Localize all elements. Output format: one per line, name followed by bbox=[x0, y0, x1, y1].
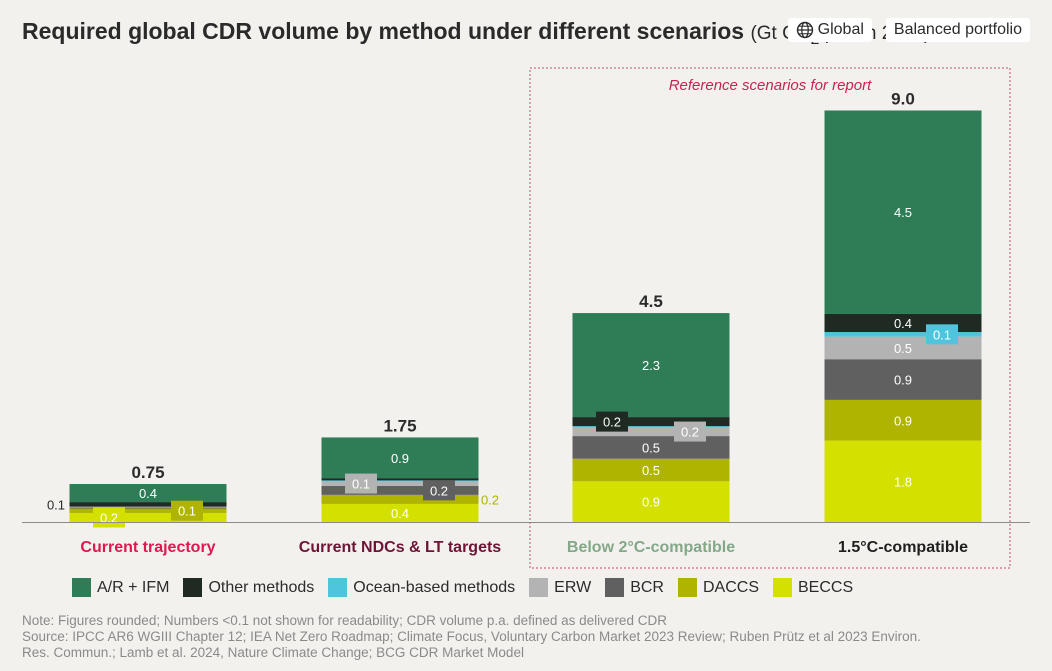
legend-item-a-r-ifm: A/R + IFM bbox=[72, 578, 169, 597]
bar-segment-a-r-ifm bbox=[69, 484, 227, 503]
category-label: Below 2°C-compatible bbox=[567, 539, 735, 556]
bar-segment-bcr bbox=[824, 359, 982, 400]
bar-segment-a-r-ifm bbox=[824, 110, 982, 314]
bar-segment-daccs bbox=[824, 399, 982, 441]
bar-segment-bcr bbox=[572, 436, 730, 459]
bar-segment-other-methods bbox=[69, 502, 227, 507]
legend-swatch bbox=[773, 578, 792, 597]
bar-total-label: 1.75 bbox=[383, 416, 416, 435]
segment-value-label: 0.1 bbox=[933, 327, 951, 342]
legend-swatch bbox=[605, 578, 625, 597]
segment-value-label: 0.9 bbox=[391, 451, 409, 466]
bar-segment-a-r-ifm bbox=[321, 437, 479, 479]
chart-legend: A/R + IFM Other methods Ocean-based method… bbox=[72, 578, 853, 597]
title-main: Required global CDR volume by method und… bbox=[22, 18, 745, 44]
legend-item-beccs: BECCS bbox=[773, 578, 853, 597]
segment-value-label: 0.5 bbox=[894, 341, 912, 356]
legend-label: A/R + IFM bbox=[97, 578, 170, 596]
scenario-toggles: Global Balanced portfolio bbox=[787, 18, 1030, 42]
legend-label: BCR bbox=[630, 578, 664, 596]
segment-value-callout: 0.2 bbox=[481, 492, 499, 507]
bar-segment-daccs bbox=[69, 508, 227, 513]
legend-swatch bbox=[677, 578, 697, 597]
bar-segment-ocean-based-methods bbox=[572, 426, 730, 428]
segment-value-label: 0.4 bbox=[894, 316, 912, 331]
segment-value-label: 0.9 bbox=[642, 495, 660, 510]
legend-swatch bbox=[183, 578, 203, 597]
legend-swatch bbox=[529, 578, 549, 597]
legend-item-ocean-based-methods: Ocean-based methods bbox=[328, 578, 515, 597]
segment-value-badge bbox=[926, 324, 958, 345]
segment-value-label: 0.2 bbox=[430, 483, 448, 498]
source-line-cont: Res. Commun.; Lamb et al. 2024, Nature C… bbox=[22, 645, 524, 660]
bar-segment-erw bbox=[321, 481, 479, 486]
segment-value-callout: 0.1 bbox=[47, 497, 65, 512]
bar-segment-beccs bbox=[572, 481, 730, 522]
bar-segment-beccs bbox=[824, 440, 982, 522]
legend-item-daccs: DACCS bbox=[677, 578, 759, 597]
bar-total-label: 0.75 bbox=[131, 463, 164, 482]
category-label: Current trajectory bbox=[80, 539, 215, 556]
portfolio-toggle[interactable]: Balanced portfolio bbox=[885, 18, 1030, 42]
segment-value-label: 0.5 bbox=[642, 463, 660, 478]
region-toggle[interactable]: Global bbox=[787, 18, 872, 42]
bar-segment-daccs bbox=[321, 494, 479, 504]
bar-segment-erw bbox=[572, 427, 730, 437]
legend-label: BECCS bbox=[798, 578, 854, 596]
segment-value-label: 0.2 bbox=[100, 510, 118, 525]
segment-value-label: 0.2 bbox=[603, 415, 621, 430]
segment-value-label: 0.1 bbox=[352, 477, 370, 492]
bar-segment-bcr bbox=[321, 485, 479, 495]
legend-item-bcr: BCR bbox=[605, 578, 664, 597]
reference-scenarios-label: Reference scenarios for report bbox=[669, 77, 872, 94]
legend-swatch bbox=[328, 578, 348, 597]
bar-segment-other-methods bbox=[572, 417, 730, 427]
reference-scenarios-box bbox=[529, 67, 1011, 569]
bar-segment-beccs bbox=[321, 503, 479, 522]
category-label: Current NDCs & LT targets bbox=[299, 539, 501, 556]
bar-segment-ocean-based-methods bbox=[824, 332, 982, 337]
bar-segment-ocean-based-methods bbox=[321, 480, 479, 482]
footnotes: Note: Figures rounded; Numbers <0.1 not … bbox=[22, 613, 1032, 661]
segment-value-label: 0.2 bbox=[681, 425, 699, 440]
legend-label: DACCS bbox=[702, 578, 759, 596]
bar-total-label: 9.0 bbox=[891, 89, 915, 108]
portfolio-label: Balanced portfolio bbox=[893, 21, 1022, 38]
segment-value-label: 1.8 bbox=[894, 474, 912, 489]
segment-value-label: 0.9 bbox=[894, 413, 912, 428]
legend-label: ERW bbox=[554, 578, 592, 596]
legend-swatch bbox=[72, 578, 91, 597]
segment-value-label: 0.4 bbox=[139, 486, 157, 501]
bar-segment-daccs bbox=[572, 458, 730, 482]
segment-value-label: 0.9 bbox=[894, 373, 912, 388]
bar-total-label: 4.5 bbox=[639, 292, 663, 311]
legend-label: Ocean-based methods bbox=[353, 578, 516, 596]
segment-value-badge bbox=[596, 411, 628, 432]
segment-value-badge bbox=[423, 480, 455, 501]
legend-label: Other methods bbox=[208, 578, 315, 596]
legend-item-erw: ERW bbox=[529, 578, 591, 597]
segment-value-badge bbox=[674, 421, 706, 442]
globe-icon bbox=[796, 21, 813, 39]
segment-value-label: 4.5 bbox=[894, 205, 912, 220]
region-label: Global bbox=[817, 21, 864, 38]
bar-segment-beccs bbox=[69, 512, 227, 522]
category-label: 1.5°C-compatible bbox=[838, 539, 968, 556]
segment-value-label: 0.4 bbox=[391, 506, 409, 521]
note-line: Note: Figures rounded; Numbers <0.1 not … bbox=[22, 613, 667, 628]
bar-segment-other-methods bbox=[321, 478, 479, 481]
bar-segment-a-r-ifm bbox=[572, 313, 730, 418]
segment-value-badge bbox=[171, 500, 203, 521]
bar-segment-bcr bbox=[69, 507, 227, 509]
segment-value-label: 0.1 bbox=[178, 504, 196, 519]
segment-value-label: 0.5 bbox=[642, 440, 660, 455]
segment-value-label: 2.3 bbox=[642, 358, 660, 373]
bar-segment-erw bbox=[69, 506, 227, 508]
segment-value-badge bbox=[345, 473, 377, 494]
source-line: Source: IPCC AR6 WGIII Chapter 12; IEA N… bbox=[22, 629, 921, 644]
legend-item-other-methods: Other methods bbox=[183, 578, 314, 597]
